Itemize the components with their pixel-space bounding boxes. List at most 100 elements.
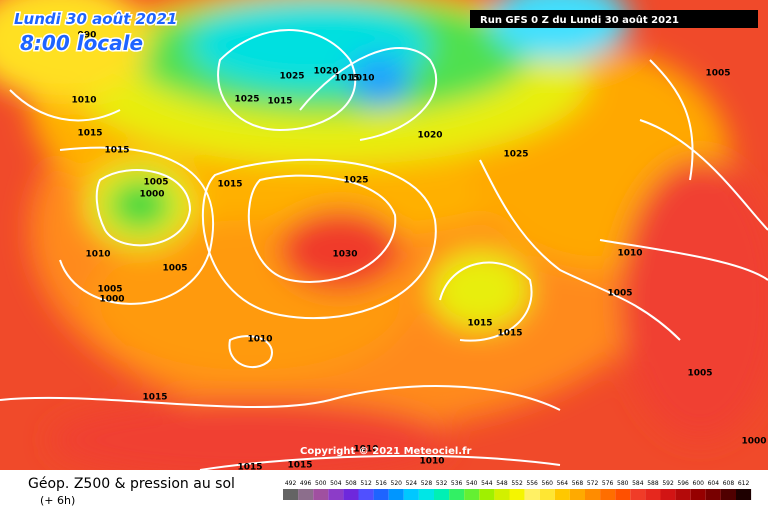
legend-label: 512 (360, 480, 372, 487)
isobar-label: 1005 (705, 69, 730, 79)
isobar-label: 1005 (687, 369, 712, 379)
isobar-label: 1005 (97, 285, 122, 295)
legend-swatch (524, 489, 540, 500)
legend-swatch (509, 489, 525, 500)
isobar-label: 1020 (417, 131, 442, 141)
legend-label: 600 (693, 480, 705, 487)
legend-swatch (418, 489, 434, 500)
legend-swatch (358, 489, 374, 500)
isobar-label: 1015 (142, 393, 167, 403)
legend-label: 576 (602, 480, 614, 487)
legend-label: 544 (481, 480, 493, 487)
legend-swatch (660, 489, 676, 500)
legend-label: 516 (375, 480, 387, 487)
color-legend: 492 496 500 504 508 512 516 520 524 528 532 536 540 5… (283, 480, 752, 500)
isobar-labels: 9901010101510151005100010151010100510051… (71, 31, 766, 473)
isobar-label: 1015 (467, 319, 492, 329)
legend-swatch (343, 489, 359, 500)
legend-swatch (585, 489, 601, 500)
legend-label: 580 (617, 480, 629, 487)
isobar-label: 1010 (71, 96, 96, 106)
legend-swatch (539, 489, 555, 500)
isobar-label: 1025 (343, 176, 368, 186)
legend-label: 504 (330, 480, 342, 487)
isobar-label: 1000 (741, 437, 766, 447)
legend-label: 528 (421, 480, 433, 487)
isobar-label: 1000 (99, 295, 124, 305)
legend-label: 508 (345, 480, 357, 487)
legend-swatch (313, 489, 329, 500)
copyright: Copyright © 2021 Meteociel.fr (300, 446, 471, 457)
isobar-label: 1015 (497, 329, 522, 339)
legend-label: 572 (587, 480, 599, 487)
geopotential-field (0, 0, 768, 480)
legend-swatch (705, 489, 721, 500)
legend-swatch (449, 489, 465, 500)
isobar-label: 1010 (349, 74, 374, 84)
isobar-label: 1010 (419, 457, 444, 467)
legend-swatch (373, 489, 389, 500)
isobar-label: 1025 (279, 72, 304, 82)
isobar-label: 1015 (77, 129, 102, 139)
legend-swatch (645, 489, 661, 500)
legend-label: 592 (662, 480, 674, 487)
legend-swatch (298, 489, 314, 500)
legend-label: 500 (315, 480, 327, 487)
legend-swatch (630, 489, 646, 500)
legend-label: 596 (677, 480, 689, 487)
legend-swatch (736, 489, 752, 500)
header-time: Lundi 30 août 2021 8:00 locale (13, 9, 179, 57)
legend-label: 520 (391, 480, 403, 487)
legend-label: 552 (511, 480, 523, 487)
legend-label: 568 (572, 480, 584, 487)
isobar-label: 1005 (607, 289, 632, 299)
legend-label: 584 (632, 480, 644, 487)
legend-label: 556 (526, 480, 538, 487)
legend-label: 536 (451, 480, 463, 487)
legend-label: 564 (557, 480, 569, 487)
legend-swatch (554, 489, 570, 500)
legend-swatch (675, 489, 691, 500)
legend-label: 524 (406, 480, 418, 487)
legend-swatch (464, 489, 480, 500)
legend-label: 540 (466, 480, 478, 487)
local-time: 8:00 locale (20, 31, 143, 55)
isobar-label: 1010 (85, 250, 110, 260)
legend-swatch (403, 489, 419, 500)
legend-label: 588 (647, 480, 659, 487)
legend-label: 496 (300, 480, 312, 487)
legend-label: 548 (496, 480, 508, 487)
legend-swatch (690, 489, 706, 500)
legend-swatch (388, 489, 404, 500)
run-info: Run GFS 0 Z du Lundi 30 août 2021 (480, 14, 679, 26)
isobar-label: 1000 (139, 190, 164, 200)
isobar-label: 1020 (313, 67, 338, 77)
isobar-label: 1005 (143, 178, 168, 188)
isobar-label: 1015 (287, 461, 312, 471)
legend-swatch (615, 489, 631, 500)
legend-swatch (434, 489, 450, 500)
isobar-label: 1005 (162, 264, 187, 274)
footer-title: Géop. Z500 & pression au sol (28, 476, 235, 492)
legend-label: 492 (285, 480, 297, 487)
legend-swatch (494, 489, 510, 500)
legend-swatch (600, 489, 616, 500)
isobar-label: 990 (78, 31, 97, 41)
footer-lead: (+ 6h) (40, 494, 75, 507)
legend-swatch (479, 489, 495, 500)
legend-swatch (569, 489, 585, 500)
legend-swatch (720, 489, 736, 500)
legend-label: 604 (708, 480, 720, 487)
isobar-label: 1015 (237, 463, 262, 473)
date: Lundi 30 août 2021 (14, 10, 177, 28)
isobar-label: 1015 (217, 180, 242, 190)
isobar-label: 1010 (353, 445, 378, 455)
legend-label: 612 (738, 480, 750, 487)
isobar-label: 1010 (247, 335, 272, 345)
isobars (0, 29, 768, 471)
isobar-label: 1030 (332, 250, 357, 260)
isobar-label: 1025 (503, 150, 528, 160)
isobar-label: 1025 (234, 95, 259, 105)
legend-label: 608 (723, 480, 735, 487)
